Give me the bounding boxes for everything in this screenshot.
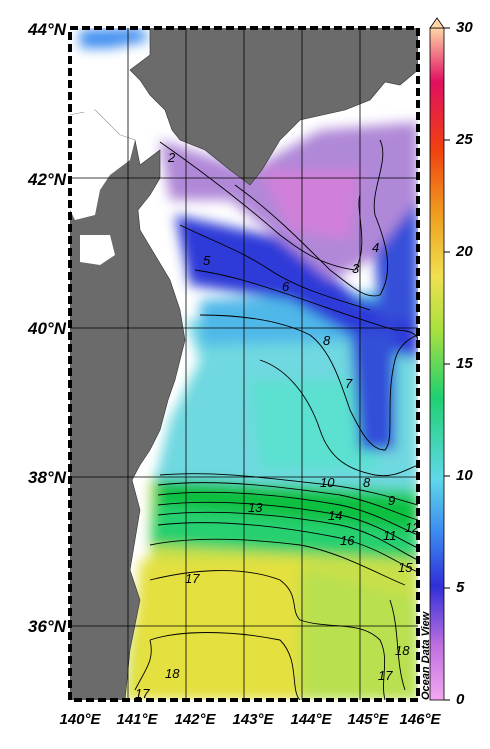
contour-label: 4: [372, 240, 379, 255]
lat-label-40n: 40°N: [28, 319, 66, 338]
lon-label-141e: 141°E: [116, 711, 158, 728]
contour-label: 5: [203, 253, 211, 268]
colorbar-up-arrow-icon: [429, 17, 445, 29]
map-frame: [68, 26, 420, 702]
lon-label-143e: 143°E: [232, 711, 274, 728]
contour-label: 10: [320, 475, 335, 490]
contour-label: 2: [167, 150, 176, 165]
contour-label: 12: [405, 520, 420, 535]
contour-label: 17: [135, 686, 150, 701]
contour-label: 13: [248, 500, 263, 515]
contour-label: 15: [398, 560, 413, 575]
colorbar-tick-25: 25: [456, 131, 473, 148]
lat-label-38n: 38°N: [28, 468, 66, 487]
colorbar-tick-30: 30: [456, 19, 473, 36]
contour-label: 6: [282, 279, 290, 294]
colorbar-tick-0: 0: [456, 691, 465, 708]
contour-label-group: 2 3 4 5 6 7 8 8 9 10 11 12 13 14 15 16 1…: [135, 150, 420, 701]
colorbar-tick-20: 20: [456, 243, 473, 260]
contour-label: 7: [345, 376, 353, 391]
lon-label-140e: 140°E: [59, 711, 101, 728]
contour-label: 18: [395, 643, 410, 658]
lat-label-36n: 36°N: [28, 617, 66, 636]
contour-label: 9: [388, 493, 395, 508]
watermark: Ocean Data View: [420, 611, 432, 700]
contour-label: 17: [185, 571, 200, 586]
contour-label: 3: [352, 261, 360, 276]
colorbar-tick-5: 5: [456, 579, 465, 596]
contour-label: 14: [328, 508, 342, 523]
colorbar-tick-15: 15: [456, 355, 473, 372]
contour-label: 8: [363, 475, 371, 490]
colorbar: [429, 17, 450, 701]
contour-label: 11: [383, 528, 397, 543]
coast-gaps: [70, 90, 135, 265]
colorbar-tick-10: 10: [456, 467, 473, 484]
lon-label-146e: 146°E: [399, 711, 441, 728]
contour-label: 16: [340, 533, 355, 548]
lat-label-42n: 42°N: [28, 170, 66, 189]
lon-label-144e: 144°E: [290, 711, 332, 728]
contour-label: 17: [378, 668, 393, 683]
graticule: [70, 28, 418, 700]
lat-label-44n: 44°N: [28, 20, 66, 39]
contour-label: 18: [165, 666, 180, 681]
contour-lines: [134, 139, 418, 700]
lon-label-142e: 142°E: [174, 711, 216, 728]
contour-label: 8: [323, 333, 331, 348]
temperature-field: [80, 28, 418, 700]
lon-label-145e: 145°E: [347, 711, 389, 728]
